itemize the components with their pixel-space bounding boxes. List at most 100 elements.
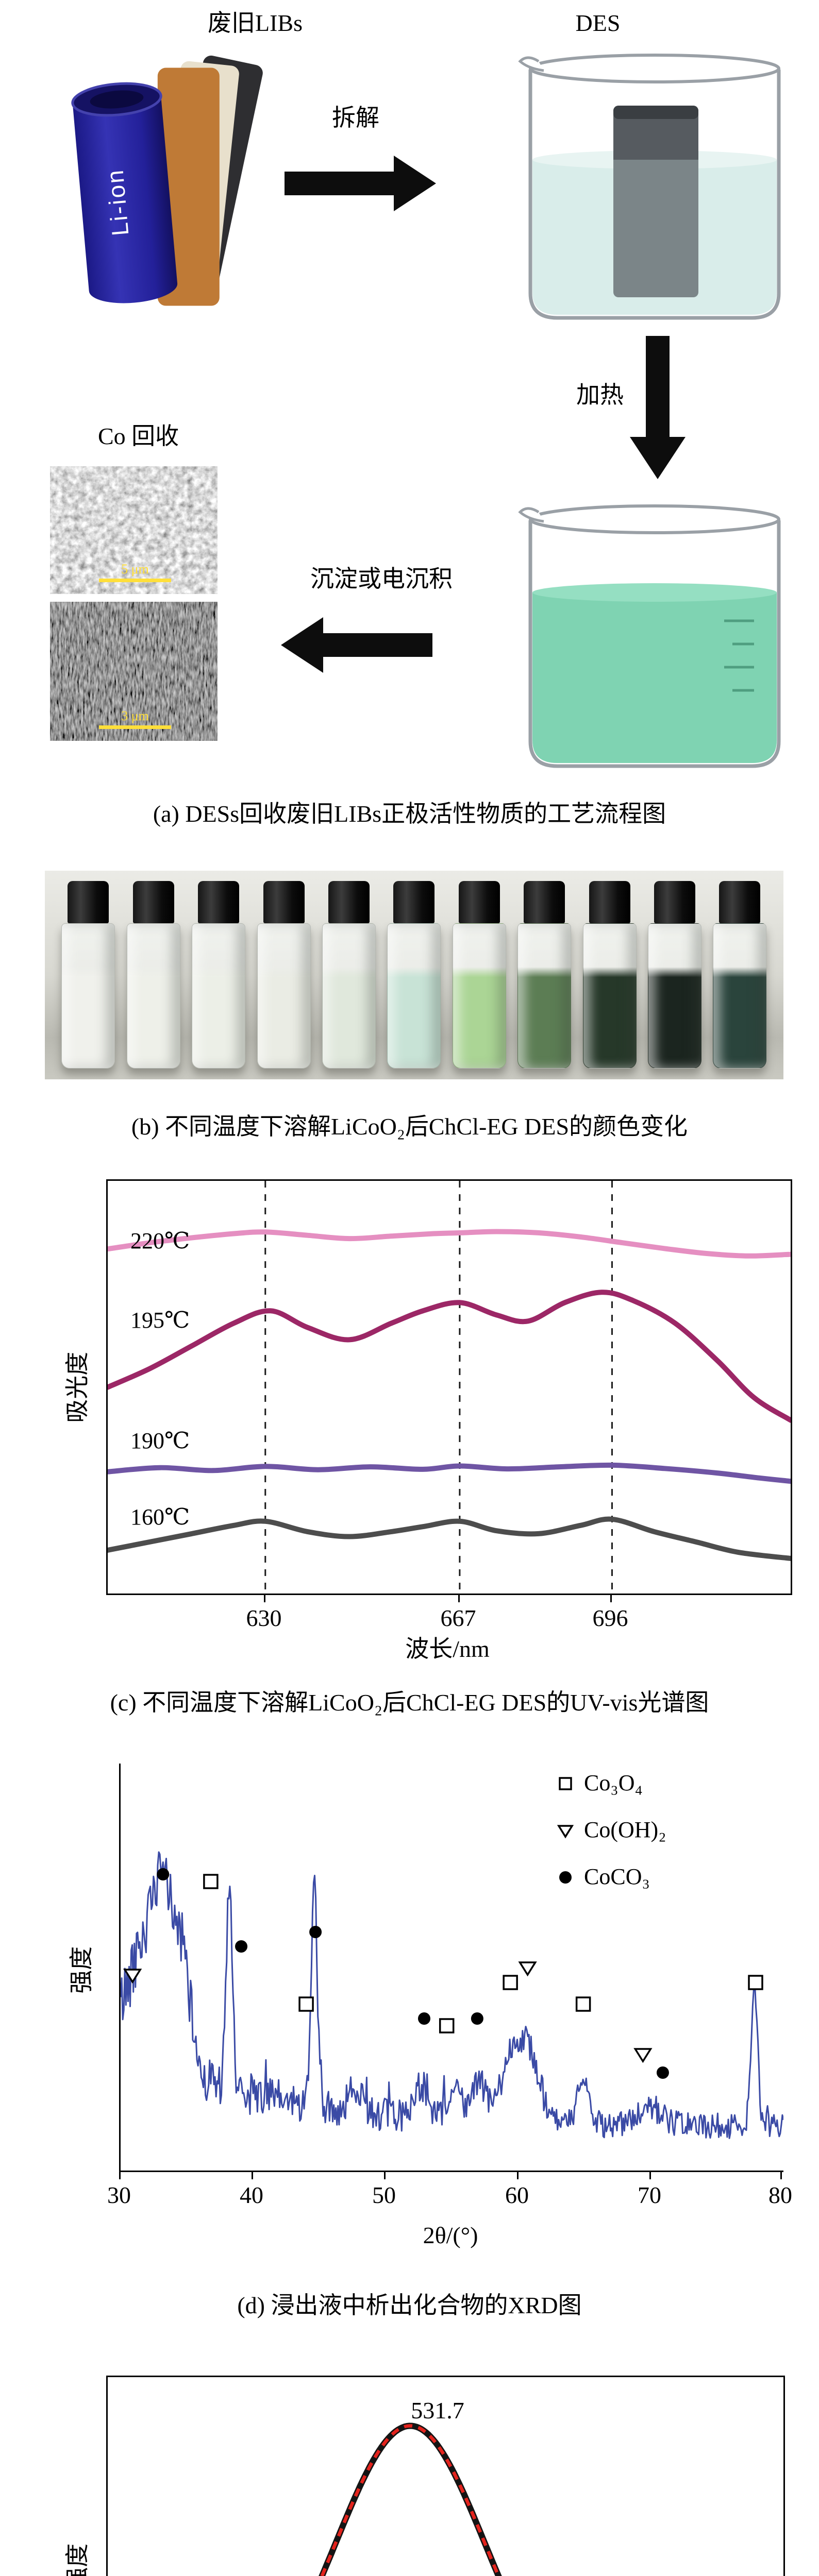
triangle-down-marker-icon — [557, 1824, 574, 1838]
vial-liquid — [322, 923, 376, 1069]
uv-xlabel: 波长/nm — [405, 1636, 490, 1662]
xrd-x-axis: 30 40 50 60 70 80 — [107, 2172, 792, 2218]
vial-liquid — [517, 923, 572, 1069]
disassemble-arrow — [285, 156, 436, 211]
vial — [452, 881, 506, 1069]
xrd-legend: Co₃O₄ Co(OH)₂ CoCO₃ — [556, 1770, 666, 1910]
vial-cap — [198, 881, 240, 923]
vial-cap — [393, 881, 435, 923]
caption-a: (a) DESs回收废旧LIBs正极活性物质的工艺流程图 — [153, 801, 666, 827]
xrd-plot-svg — [121, 1851, 783, 2139]
arrow-shaft — [646, 336, 670, 437]
caption-c: (c) 不同温度下溶解LiCoO₂后ChCl-EG DES的UV-vis光谱图 — [110, 1689, 709, 1716]
disassemble-label: 拆解 — [332, 105, 379, 131]
vial-liquid — [257, 923, 311, 1069]
heating-label: 加热 — [576, 382, 624, 408]
uv-x-axis: 630 667 696 — [106, 1595, 789, 1641]
vial-liquid — [582, 923, 637, 1069]
vial-liquid — [713, 923, 767, 1069]
beaker-rim — [529, 504, 780, 534]
beaker-rim — [529, 54, 780, 83]
precipitation-arrow — [281, 617, 432, 673]
legend-label: Co₃O₄ — [584, 1770, 643, 1795]
vial — [582, 881, 637, 1069]
vial — [387, 881, 441, 1069]
battery-li-ion-text: Li-ion — [101, 167, 133, 237]
uv-ylabel: 吸光度 — [64, 1351, 91, 1423]
arrow-head-left-icon — [281, 617, 323, 673]
precipitation-label: 沉淀或电沉积 — [310, 566, 453, 592]
vial-liquid — [452, 923, 506, 1069]
uv-series-label-195: 195℃ — [130, 1308, 190, 1333]
beaker-outline — [528, 70, 781, 320]
vial — [61, 881, 115, 1069]
vial-cap — [132, 881, 174, 923]
uv-tick-label: 630 — [246, 1605, 282, 1631]
legend-label: CoCO₃ — [584, 1864, 650, 1889]
xps-ylabel: 强度 — [64, 2543, 91, 2576]
sem-image-bottom: 3 μm — [50, 602, 218, 741]
des-beaker — [518, 54, 781, 320]
xrd-tick-label: 60 — [505, 2182, 529, 2208]
liquid-surface — [532, 583, 777, 602]
uv-tick-label: 667 — [440, 1605, 476, 1631]
legend-label: Co(OH)₂ — [584, 1817, 666, 1842]
caption-b: (b) 不同温度下溶解LiCoO₂后ChCl-EG DES的颜色变化 — [131, 1113, 688, 1140]
xps-peak-label: 531.7 — [411, 2397, 464, 2424]
leachate-beaker — [518, 504, 781, 768]
battery-illustration: Li-ion — [71, 55, 263, 306]
sem-bottom-scale-label: 3 μm — [121, 708, 149, 723]
vial-liquid — [61, 923, 115, 1069]
waste-libs-label: 废旧LIBs — [208, 10, 303, 36]
xps-plot: 531.7 O1s — [106, 2376, 785, 2576]
legend-row: CoCO₃ — [556, 1863, 666, 1890]
xrd-tick-label: 30 — [107, 2182, 131, 2208]
graduation-marks — [724, 619, 754, 692]
vial-cap — [263, 881, 305, 923]
xrd-xlabel: 2θ/(°) — [423, 2222, 478, 2248]
xrd-tick-label: 50 — [372, 2182, 396, 2208]
xrd-ylabel: 强度 — [68, 1946, 95, 1994]
cathode-slab-top — [613, 106, 698, 119]
vial — [517, 881, 572, 1069]
caption-d: (d) 浸出液中析出化合物的XRD图 — [237, 2292, 582, 2318]
scale-bar — [99, 579, 171, 582]
uv-series-label-160: 160℃ — [130, 1504, 190, 1530]
uv-plot-svg — [108, 1181, 791, 1594]
cathode-slab — [613, 106, 698, 297]
leachate-liquid — [532, 592, 777, 763]
vial-cap — [68, 881, 109, 923]
circle-marker-icon — [559, 1871, 572, 1884]
vial-liquid — [648, 923, 702, 1069]
arrow-head-right-icon — [394, 156, 436, 211]
legend-row: Co(OH)₂ — [556, 1817, 666, 1843]
vial-cap — [458, 881, 500, 923]
sem-texture — [50, 466, 218, 594]
xps-plot-svg — [319, 2422, 502, 2576]
vial-cap — [328, 881, 370, 923]
arrow-shaft — [323, 633, 432, 657]
vial — [257, 881, 311, 1069]
beaker-outline — [528, 520, 781, 768]
sem-top-scale-label: 5 μm — [121, 562, 149, 577]
vial — [322, 881, 376, 1069]
vial — [126, 881, 180, 1069]
vial-cap — [719, 881, 761, 923]
vial-cap — [524, 881, 565, 923]
vial-cap — [589, 881, 630, 923]
sem-texture — [50, 602, 218, 741]
vial-cap — [654, 881, 696, 923]
vial-liquid — [192, 923, 246, 1069]
uv-tick-label: 696 — [592, 1605, 628, 1631]
vial — [648, 881, 702, 1069]
submerged-tint — [613, 160, 698, 297]
uv-series-label-220: 220℃ — [130, 1228, 190, 1253]
battery-cylinder — [72, 95, 178, 303]
vial-photo — [45, 871, 783, 1079]
vial — [713, 881, 767, 1069]
des-label: DES — [575, 10, 621, 36]
vial-liquid — [126, 923, 180, 1069]
xrd-tick-label: 40 — [240, 2182, 263, 2208]
vial-liquid — [387, 923, 441, 1069]
